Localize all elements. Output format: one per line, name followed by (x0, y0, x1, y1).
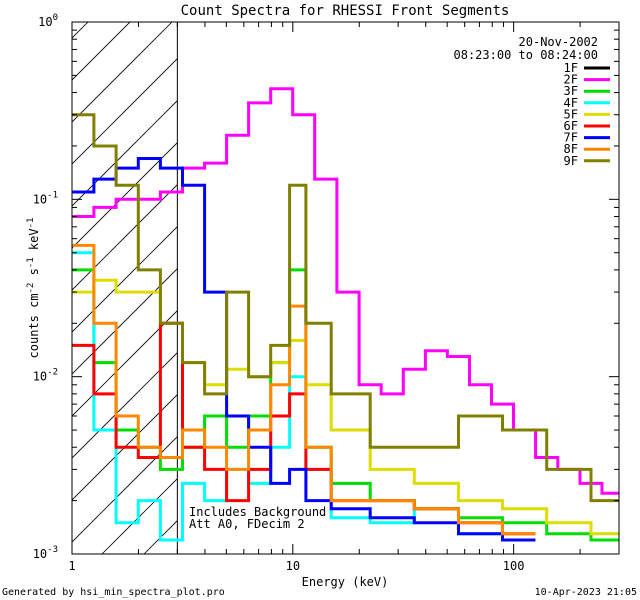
series-line-9F (72, 113, 619, 503)
y-axis: 10-3 10-2 10-1 100 (33, 13, 619, 561)
series-group (72, 87, 619, 542)
hatch-line (72, 352, 178, 459)
x-axis: 1 10 100 (68, 22, 620, 573)
series-line-6F (72, 321, 536, 536)
series-line-4F (72, 251, 536, 542)
footer-generated-by: Generated by hsi_min_spectra_plot.pro (2, 587, 225, 598)
legend-label-1F: 1F (564, 61, 578, 75)
hatch-line (72, 22, 89, 39)
series-line-8F (72, 243, 536, 536)
plot-frame (71, 21, 620, 555)
legend-label-6F: 6F (564, 119, 578, 133)
footer-timestamp: 10-Apr-2023 21:05 (535, 587, 637, 598)
x-axis-label: Energy (keV) (302, 575, 389, 589)
time-range-label: 08:23:00 to 08:24:00 (454, 48, 599, 62)
y-axis-label: counts cm-2 s-1 keV-1 (26, 218, 41, 359)
legend-label-2F: 2F (564, 73, 578, 87)
x-tick-label: 100 (503, 559, 525, 573)
annotation-background: Includes Background (189, 505, 326, 519)
y-tick-label: 10-1 (33, 190, 58, 206)
y-tick-label: 100 (38, 13, 58, 29)
hatch-line (72, 184, 178, 291)
legend-label-4F: 4F (564, 96, 578, 110)
x-tick-label: 1 (68, 559, 75, 573)
hatch-line (72, 226, 178, 333)
legend-label-7F: 7F (564, 131, 578, 145)
hatch-line (72, 22, 131, 81)
chart-title: Count Spectra for RHESSI Front Segments (181, 3, 510, 19)
annotation-attenuator: Att A0, FDecim 2 (189, 517, 305, 531)
x-tick-label: 10 (286, 559, 300, 573)
legend-label-8F: 8F (564, 142, 578, 156)
series-line-7F (72, 157, 536, 542)
hatch-line (0, 0, 114, 554)
date-label: 20-Nov-2002 (519, 35, 598, 49)
hatch-line (72, 394, 178, 501)
legend-label-5F: 5F (564, 107, 578, 121)
y-tick-label: 10-2 (33, 368, 58, 384)
series-line-5F (72, 278, 619, 536)
legend-label-3F: 3F (564, 84, 578, 98)
hatch-line (72, 22, 173, 123)
y-tick-label: 10-3 (33, 545, 58, 561)
legend-label-9F: 9F (564, 154, 578, 168)
